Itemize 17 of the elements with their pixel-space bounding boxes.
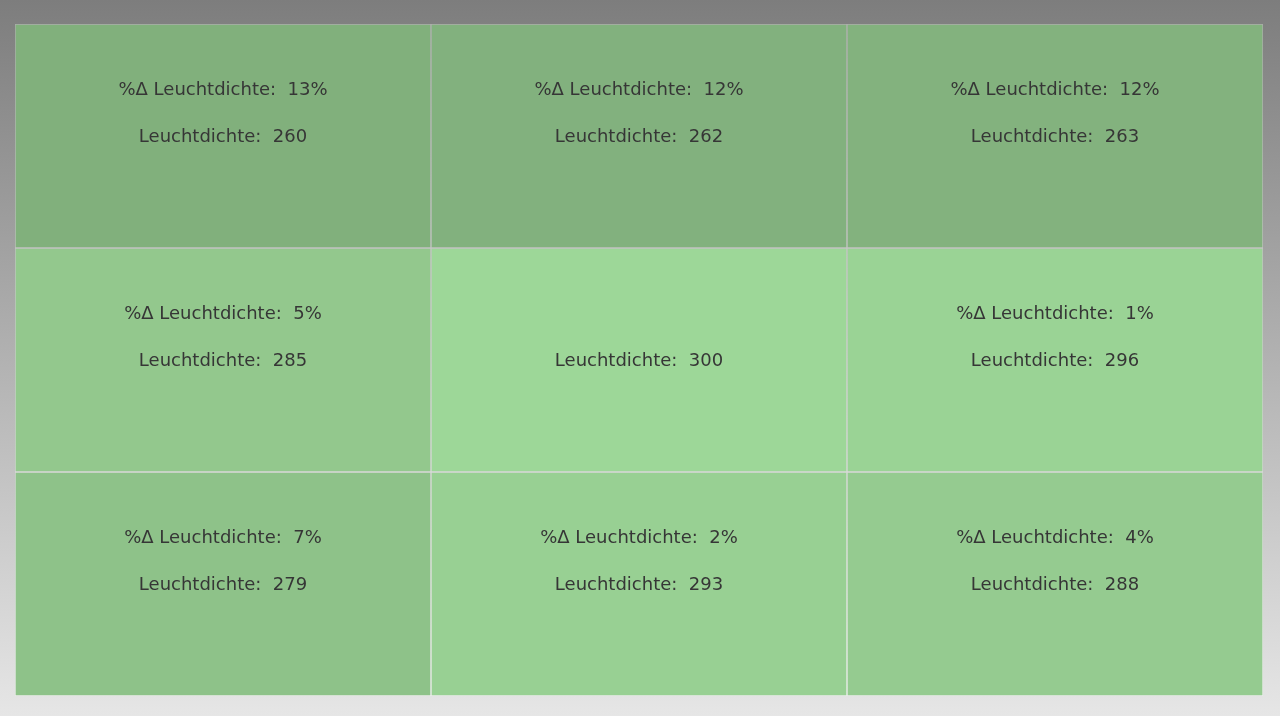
annotation: %Δ Leuchtdichte: 12% [534,77,744,99]
data-label: Leuchtdichte: 293 [554,572,724,594]
data-label: Leuchtdichte: 279 [138,572,308,594]
data-label: Leuchtdichte: 300 [554,348,724,370]
data-label: Leuchtdichte: 263 [970,124,1140,146]
annotation: %Δ Leuchtdichte: 12% [950,77,1160,99]
annotation: %Δ Leuchtdichte: 2% [540,525,738,547]
annotation: %Δ Leuchtdichte: 13% [118,77,328,99]
annotation: %Δ Leuchtdichte: 4% [956,525,1154,547]
data-label: Leuchtdichte: 296 [970,348,1140,370]
data-label: Leuchtdichte: 288 [970,572,1140,594]
annotation: %Δ Leuchtdichte: 1% [956,301,1154,323]
data-label: Leuchtdichte: 260 [138,124,308,146]
annotation: %Δ Leuchtdichte: 7% [124,525,322,547]
data-label: Leuchtdichte: 262 [554,124,724,146]
annotation: %Δ Leuchtdichte: 5% [124,301,322,323]
data-label: Leuchtdichte: 285 [138,348,308,370]
